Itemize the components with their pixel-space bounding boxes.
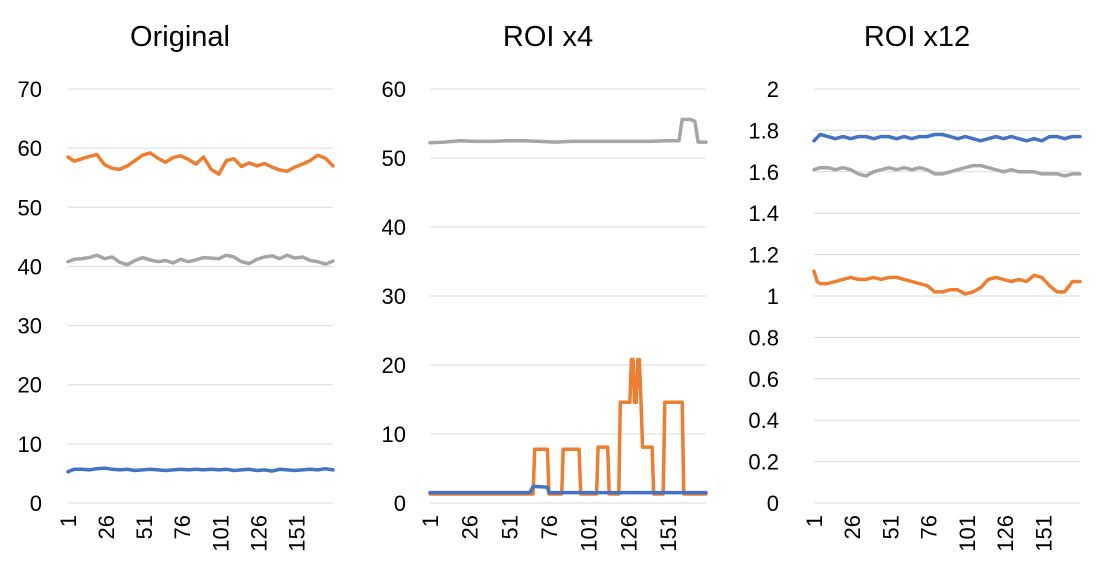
y-tick-label: 20 (382, 353, 406, 378)
x-tick-label: 76 (170, 515, 195, 539)
series-line-2 (428, 357, 708, 496)
x-tick-label: 51 (132, 515, 157, 539)
x-tick-label: 126 (993, 515, 1018, 552)
x-tick-label: 26 (458, 515, 483, 539)
series-line-1 (66, 151, 335, 176)
y-tick-label: 1.4 (748, 201, 779, 226)
y-tick-label: 0 (767, 491, 779, 516)
series-line-2 (66, 253, 335, 267)
y-tick-label: 50 (18, 195, 42, 220)
series-line-1 (428, 117, 708, 145)
series-line-3 (428, 484, 708, 495)
y-tick-label: 30 (18, 314, 42, 339)
x-tick-label: 151 (284, 515, 309, 552)
y-tick-label: 1 (767, 284, 779, 309)
y-tick-label: 0.2 (748, 450, 779, 475)
x-tick-label: 26 (94, 515, 119, 539)
chart-title: ROI x4 (503, 21, 593, 53)
x-tick-label: 101 (955, 515, 980, 552)
series-line-1 (812, 132, 1082, 143)
y-tick-label: 1.6 (748, 160, 779, 185)
series-line-3 (66, 466, 335, 474)
x-tick-label: 126 (246, 515, 271, 552)
x-tick-label: 76 (537, 515, 562, 539)
y-tick-label: 0.8 (748, 325, 779, 350)
y-tick-label: 30 (382, 284, 406, 309)
y-tick-label: 70 (18, 77, 42, 102)
x-tick-label: 51 (497, 515, 522, 539)
chart-title: Original (130, 21, 230, 53)
x-tick-label: 126 (616, 515, 641, 552)
y-tick-label: 0.6 (748, 367, 779, 392)
y-tick-label: 40 (382, 215, 406, 240)
x-tick-label: 1 (802, 515, 827, 527)
chart-title: ROI x12 (864, 21, 970, 53)
x-tick-label: 51 (878, 515, 903, 539)
x-tick-label: 101 (577, 515, 602, 552)
x-tick-label: 1 (56, 515, 81, 527)
x-tick-label: 151 (1031, 515, 1056, 552)
y-tick-label: 60 (18, 136, 42, 161)
y-tick-label: 0 (394, 491, 406, 516)
series-line-3 (812, 269, 1082, 296)
y-tick-label: 1.2 (748, 243, 779, 268)
y-tick-label: 0 (30, 491, 42, 516)
y-tick-label: 60 (382, 77, 406, 102)
y-tick-label: 10 (18, 432, 42, 457)
y-tick-label: 2 (767, 77, 779, 102)
y-tick-label: 20 (18, 373, 42, 398)
y-tick-label: 1.8 (748, 118, 779, 143)
x-tick-label: 151 (656, 515, 681, 552)
x-tick-label: 26 (840, 515, 865, 539)
y-tick-label: 50 (382, 146, 406, 171)
y-tick-label: 40 (18, 254, 42, 279)
y-tick-label: 10 (382, 422, 406, 447)
y-tick-label: 0.4 (748, 408, 779, 433)
x-tick-label: 1 (418, 515, 443, 527)
x-tick-label: 101 (208, 515, 233, 552)
x-tick-label: 76 (917, 515, 942, 539)
series-line-2 (812, 163, 1082, 178)
